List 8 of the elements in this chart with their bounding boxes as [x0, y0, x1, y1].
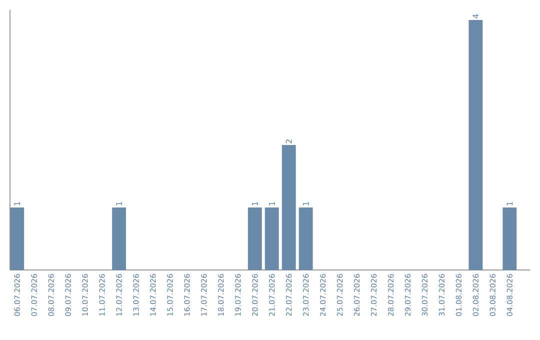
data-label: 1 [116, 202, 122, 206]
data-label: 1 [506, 202, 513, 206]
data-label: 1 [302, 202, 309, 206]
data-label: 4 [472, 14, 479, 18]
data-label: 2 [286, 140, 292, 144]
data-label: 1 [268, 202, 275, 206]
data-label: 1 [14, 202, 20, 206]
data-label: 1 [252, 202, 258, 206]
